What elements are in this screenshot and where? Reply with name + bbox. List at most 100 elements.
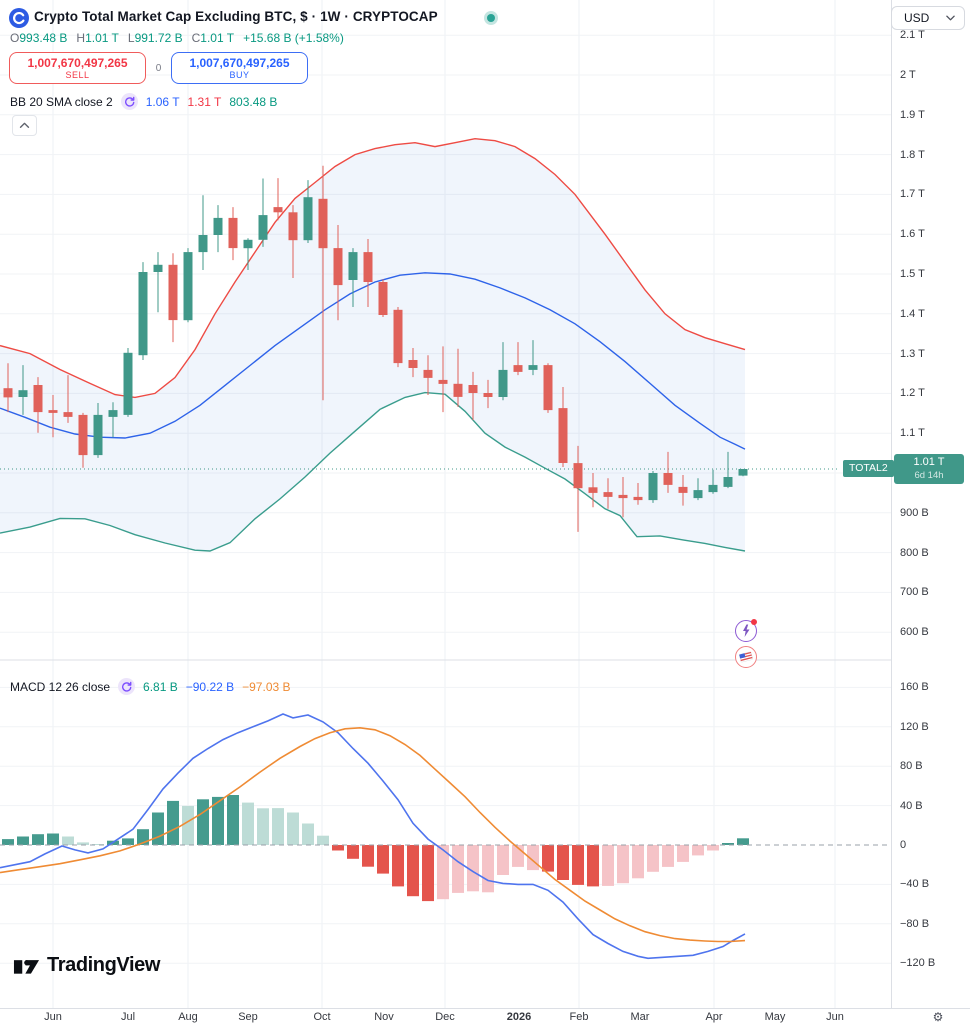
sell-label: SELL xyxy=(65,69,90,80)
ohlc-close-value: 1.01 T xyxy=(200,31,235,45)
time-tick-label: May xyxy=(764,1011,786,1023)
collapse-legend-button[interactable] xyxy=(12,115,37,136)
candle xyxy=(483,393,493,397)
macd-bar xyxy=(617,845,629,884)
macd-indicator-title: MACD 12 26 close xyxy=(10,679,111,694)
time-axis[interactable]: Jun Jul Aug Sep Oct Nov Dec 2026 Feb Mar Apr May Jun xyxy=(0,1008,970,1024)
bb-indicator-title: BB 20 SMA close 2 xyxy=(10,94,113,109)
candle xyxy=(423,369,433,378)
us-flag-icon xyxy=(739,651,753,663)
macd-bar xyxy=(392,845,404,887)
sell-button[interactable]: 1,007,670,497,265 SELL xyxy=(9,52,146,84)
candle xyxy=(333,248,343,286)
macd-bar xyxy=(362,845,374,867)
macd-histogram xyxy=(2,795,749,902)
ohlc-readout: O993.48 B H1.01 T L991.72 B C1.01 T +15.… xyxy=(10,31,344,45)
macd-bar xyxy=(497,845,509,875)
candle xyxy=(78,414,88,456)
time-tick-label: Jun xyxy=(44,1011,62,1023)
macd-bar xyxy=(437,845,449,900)
axis-settings-gear-icon[interactable]: ⚙ xyxy=(932,1010,944,1024)
candle xyxy=(168,264,178,321)
candle xyxy=(438,379,448,384)
macd-bar xyxy=(677,845,689,862)
bb-upper-line xyxy=(0,137,746,399)
time-tick-label: Oct xyxy=(313,1011,331,1023)
bb-upper-value: 1.31 T xyxy=(187,94,222,109)
price-tick-label: 1.3 T xyxy=(900,347,925,360)
notification-dot xyxy=(751,619,757,625)
sell-price: 1,007,670,497,265 xyxy=(27,55,128,70)
last-price-value: 1.01 T xyxy=(913,456,945,468)
macd-bar xyxy=(92,844,104,845)
candle xyxy=(468,385,478,393)
currency-dropdown[interactable]: USD xyxy=(891,6,965,30)
time-tick-label: Apr xyxy=(705,1011,723,1023)
macd-bar xyxy=(182,805,194,845)
candle xyxy=(33,385,43,413)
candle xyxy=(453,383,463,397)
candle xyxy=(498,369,508,397)
candle xyxy=(318,198,328,249)
symbol-title[interactable]: Crypto Total Market Cap Excluding BTC, $… xyxy=(34,9,438,24)
macd-bar xyxy=(422,845,434,902)
candles-group xyxy=(3,165,748,532)
macd-bar xyxy=(557,845,569,880)
macd-line-value: −90.22 B xyxy=(185,679,235,694)
bb-indicator-legend[interactable]: BB 20 SMA close 2 1.06 T 1.31 T 803.48 B xyxy=(10,93,277,110)
candle xyxy=(243,239,253,249)
candle xyxy=(378,282,388,315)
candle xyxy=(663,473,673,485)
candle xyxy=(618,494,628,499)
price-tick-label: 2 T xyxy=(900,69,916,81)
candle xyxy=(738,469,748,476)
candle xyxy=(258,215,268,240)
macd-bar xyxy=(77,842,89,845)
tradingview-glyph-icon xyxy=(13,960,40,974)
bb-lower-line xyxy=(0,391,746,552)
buy-label: BUY xyxy=(229,69,250,80)
candle xyxy=(183,252,193,321)
macd-bar xyxy=(227,795,239,845)
ohlc-low-label: L xyxy=(127,31,135,45)
bar-countdown: 6d 14h xyxy=(914,470,944,481)
macd-bar xyxy=(707,845,719,851)
cryptocap-logo-icon[interactable] xyxy=(9,8,29,28)
boost-button[interactable] xyxy=(735,619,757,642)
macd-tick-label: −40 B xyxy=(900,878,930,891)
price-tick-label: 1.1 T xyxy=(900,427,925,440)
main-chart-canvas[interactable] xyxy=(0,0,891,1008)
ohlc-low-value: 991.72 B xyxy=(134,31,183,45)
candle xyxy=(138,272,148,356)
time-tick-label: Sep xyxy=(238,1011,258,1023)
macd-tick-label: 0 xyxy=(900,839,907,851)
macd-indicator-legend[interactable]: MACD 12 26 close 6.81 B −90.22 B −97.03 … xyxy=(10,678,291,695)
candle xyxy=(213,217,223,235)
macd-bar xyxy=(122,838,134,845)
market-status-dot-icon[interactable] xyxy=(484,11,498,25)
macd-bar xyxy=(332,845,344,851)
candle xyxy=(288,212,298,241)
bb-basis-line xyxy=(0,272,746,450)
refresh-icon[interactable] xyxy=(118,678,136,695)
buy-button[interactable]: 1,007,670,497,265 BUY xyxy=(171,52,308,84)
macd-bar xyxy=(347,845,359,859)
macd-bar xyxy=(572,845,584,885)
price-tick-label: 600 B xyxy=(900,626,929,639)
macd-tick-label: −80 B xyxy=(900,917,930,930)
macd-bar xyxy=(2,839,14,845)
time-tick-label: Nov xyxy=(374,1011,394,1023)
macd-bar xyxy=(272,808,284,845)
time-tick-label: Jun xyxy=(826,1011,844,1023)
refresh-icon[interactable] xyxy=(120,93,138,110)
macd-tick-label: 120 B xyxy=(900,720,929,733)
region-flag-button[interactable] xyxy=(735,646,757,668)
time-tick-label: Mar xyxy=(630,1011,650,1023)
price-tick-label: 2.1 T xyxy=(900,29,925,42)
time-tick-label: 2026 xyxy=(506,1011,532,1023)
macd-tick-label: 40 B xyxy=(900,799,923,812)
macd-bar xyxy=(452,845,464,893)
price-axis[interactable]: 1.01 T 6d 14h 2.1 T 2 T 1.9 T 1.8 T 1.7 T 1.6… xyxy=(891,0,970,1008)
tradingview-logo[interactable]: TradingView xyxy=(13,953,160,977)
spread-value: 0 xyxy=(155,62,162,74)
